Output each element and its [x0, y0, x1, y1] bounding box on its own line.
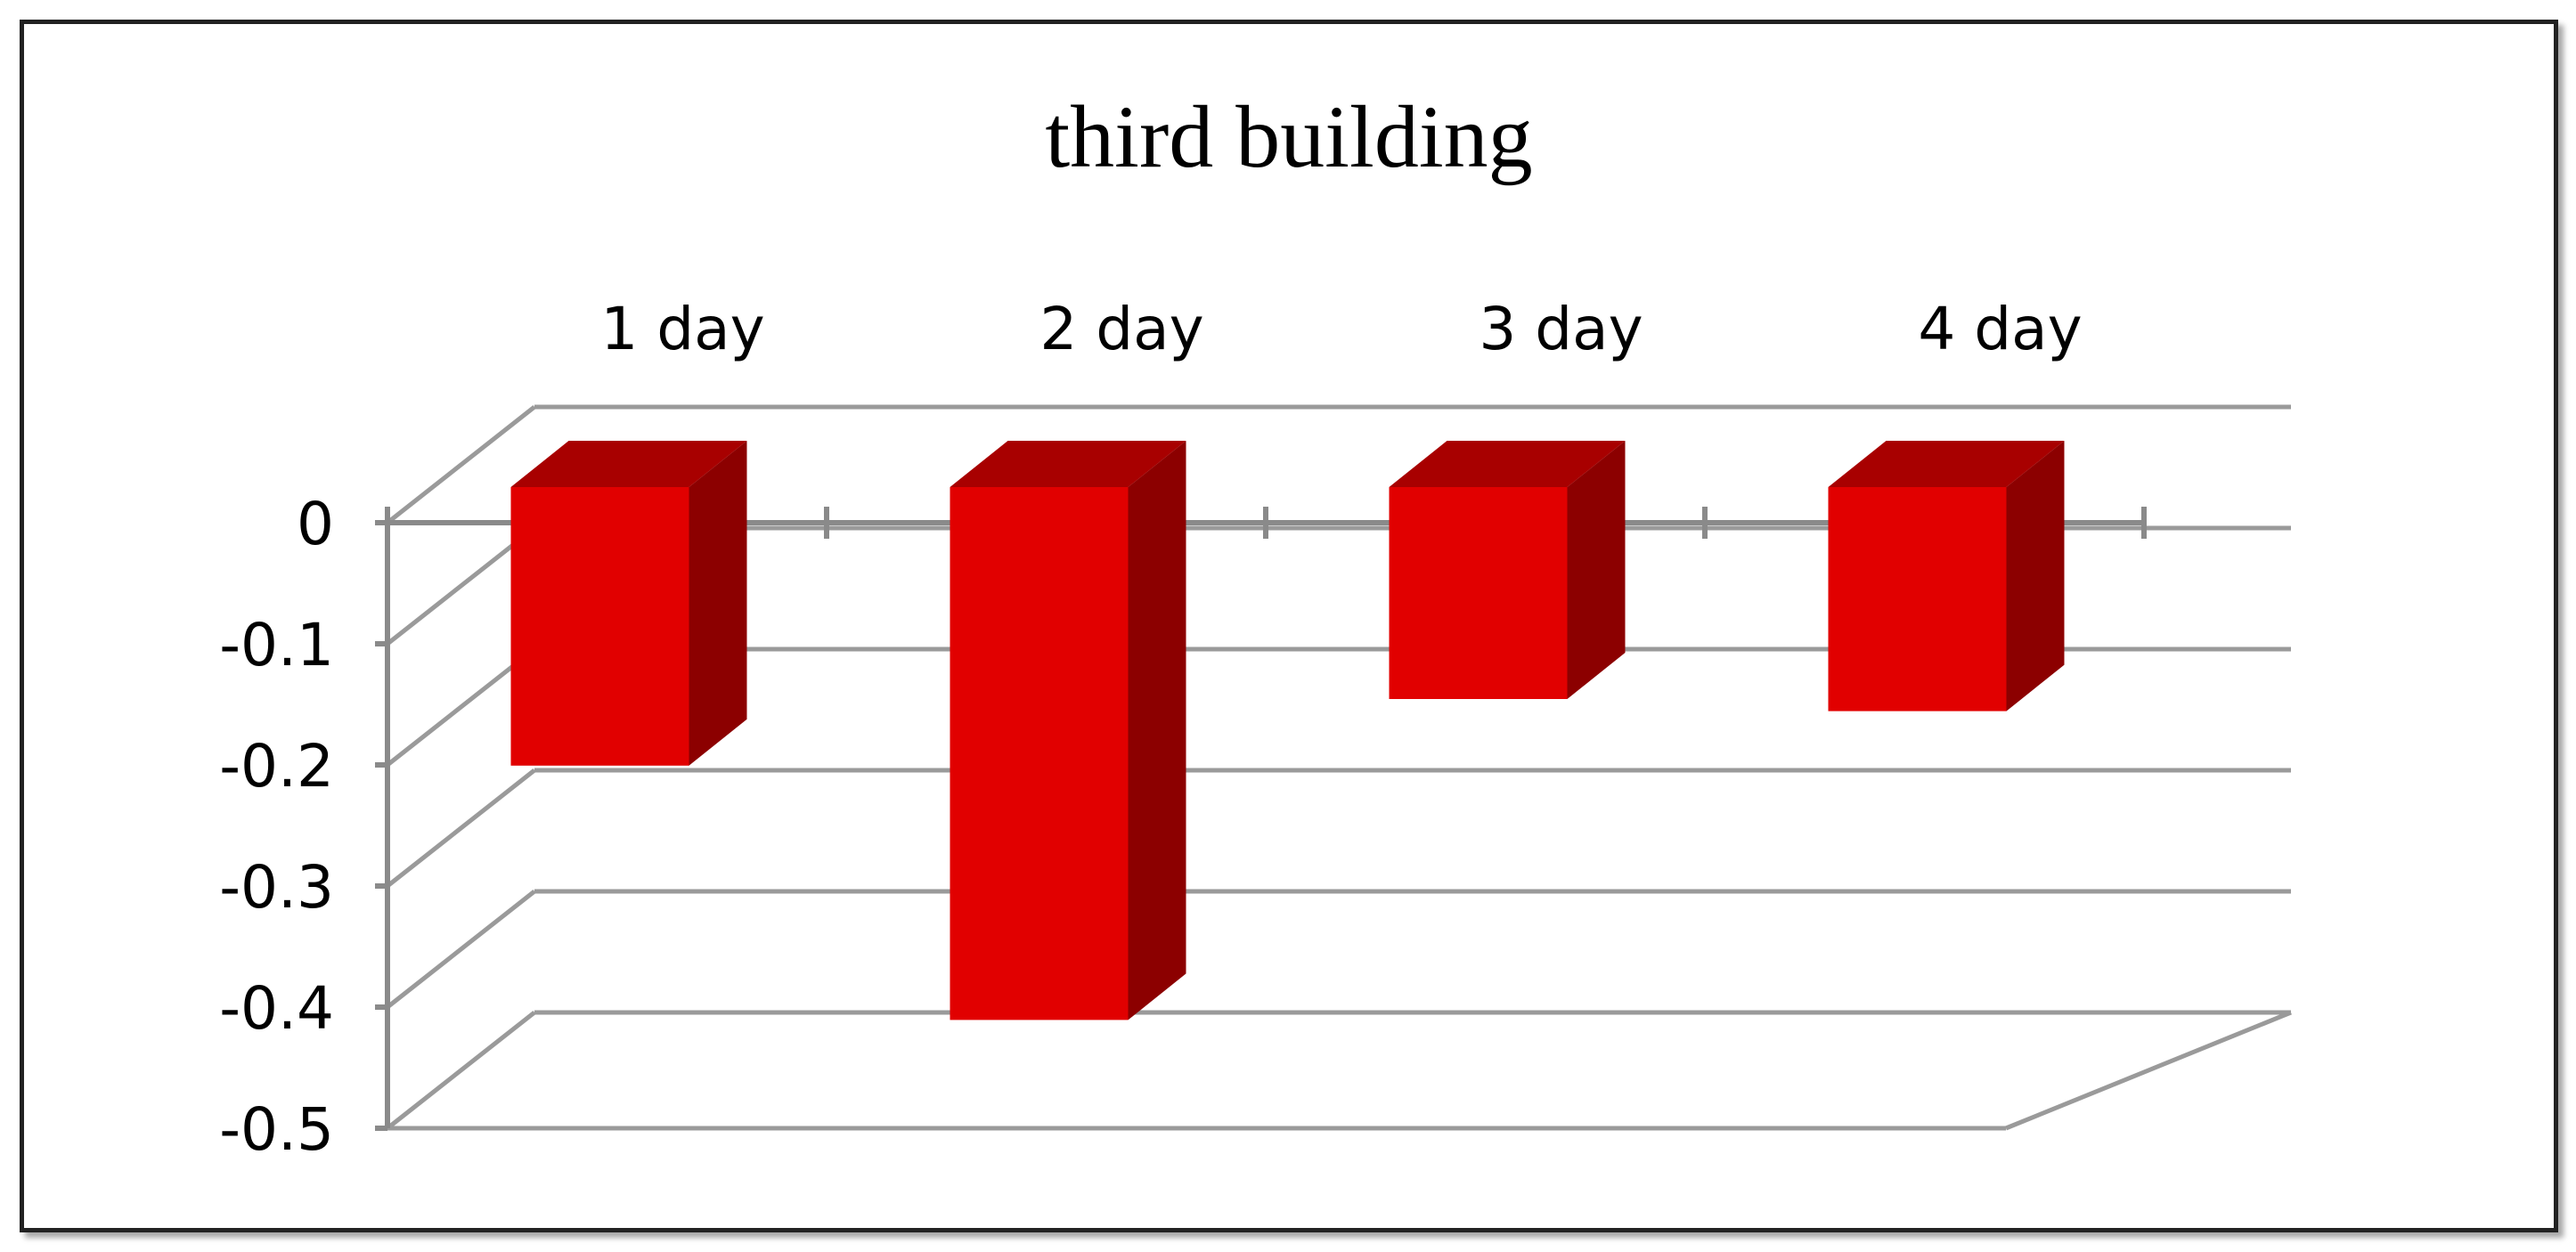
bar — [510, 487, 689, 766]
bar-side — [689, 441, 747, 766]
chart-area: third building 0 -0.1 -0.2 -0.3 -0.4 -0.5 1 d… — [219, 87, 2292, 1164]
bars — [510, 441, 2065, 1020]
chart-title: third building — [1045, 87, 1532, 186]
gridline-diagonal — [386, 647, 536, 767]
bar-group — [510, 441, 747, 766]
category-label: 3 day — [1479, 295, 1643, 363]
category-label: 4 day — [1918, 295, 2082, 363]
gridline-diagonal — [386, 768, 536, 888]
bar-side — [1128, 441, 1186, 1020]
y-tick-label: -0.3 — [219, 853, 334, 922]
category-labels: 1 day 2 day 3 day 4 day — [600, 295, 2082, 363]
category-label: 2 day — [1039, 295, 1203, 363]
bar-group — [1389, 441, 1626, 699]
bar — [950, 487, 1129, 1020]
bar-group — [1828, 441, 2065, 711]
gridline-diagonal — [386, 890, 536, 1009]
bar — [1828, 487, 2007, 711]
y-tick-label: -0.5 — [219, 1095, 334, 1164]
bar-top — [950, 441, 1186, 487]
bar-top — [510, 441, 747, 487]
bar-side — [2006, 441, 2065, 711]
y-tick-label: 0 — [297, 490, 334, 558]
bar-side — [1567, 441, 1626, 699]
y-tick-label: -0.1 — [219, 611, 334, 679]
y-tick-label: -0.2 — [219, 732, 334, 801]
y-tick-label: -0.4 — [219, 974, 334, 1043]
category-label: 1 day — [600, 295, 764, 363]
floor-right-edge — [2005, 1010, 2292, 1131]
gridline-diagonal — [386, 1011, 536, 1130]
bar-group — [950, 441, 1186, 1020]
gridline-diagonal — [386, 405, 536, 524]
bar-top — [1828, 441, 2065, 487]
chart-frame: third building 0 -0.1 -0.2 -0.3 -0.4 -0.5 1 d… — [20, 20, 2558, 1232]
gridline-diagonal — [386, 526, 536, 646]
bar-top — [1389, 441, 1626, 487]
bar — [1389, 487, 1568, 699]
